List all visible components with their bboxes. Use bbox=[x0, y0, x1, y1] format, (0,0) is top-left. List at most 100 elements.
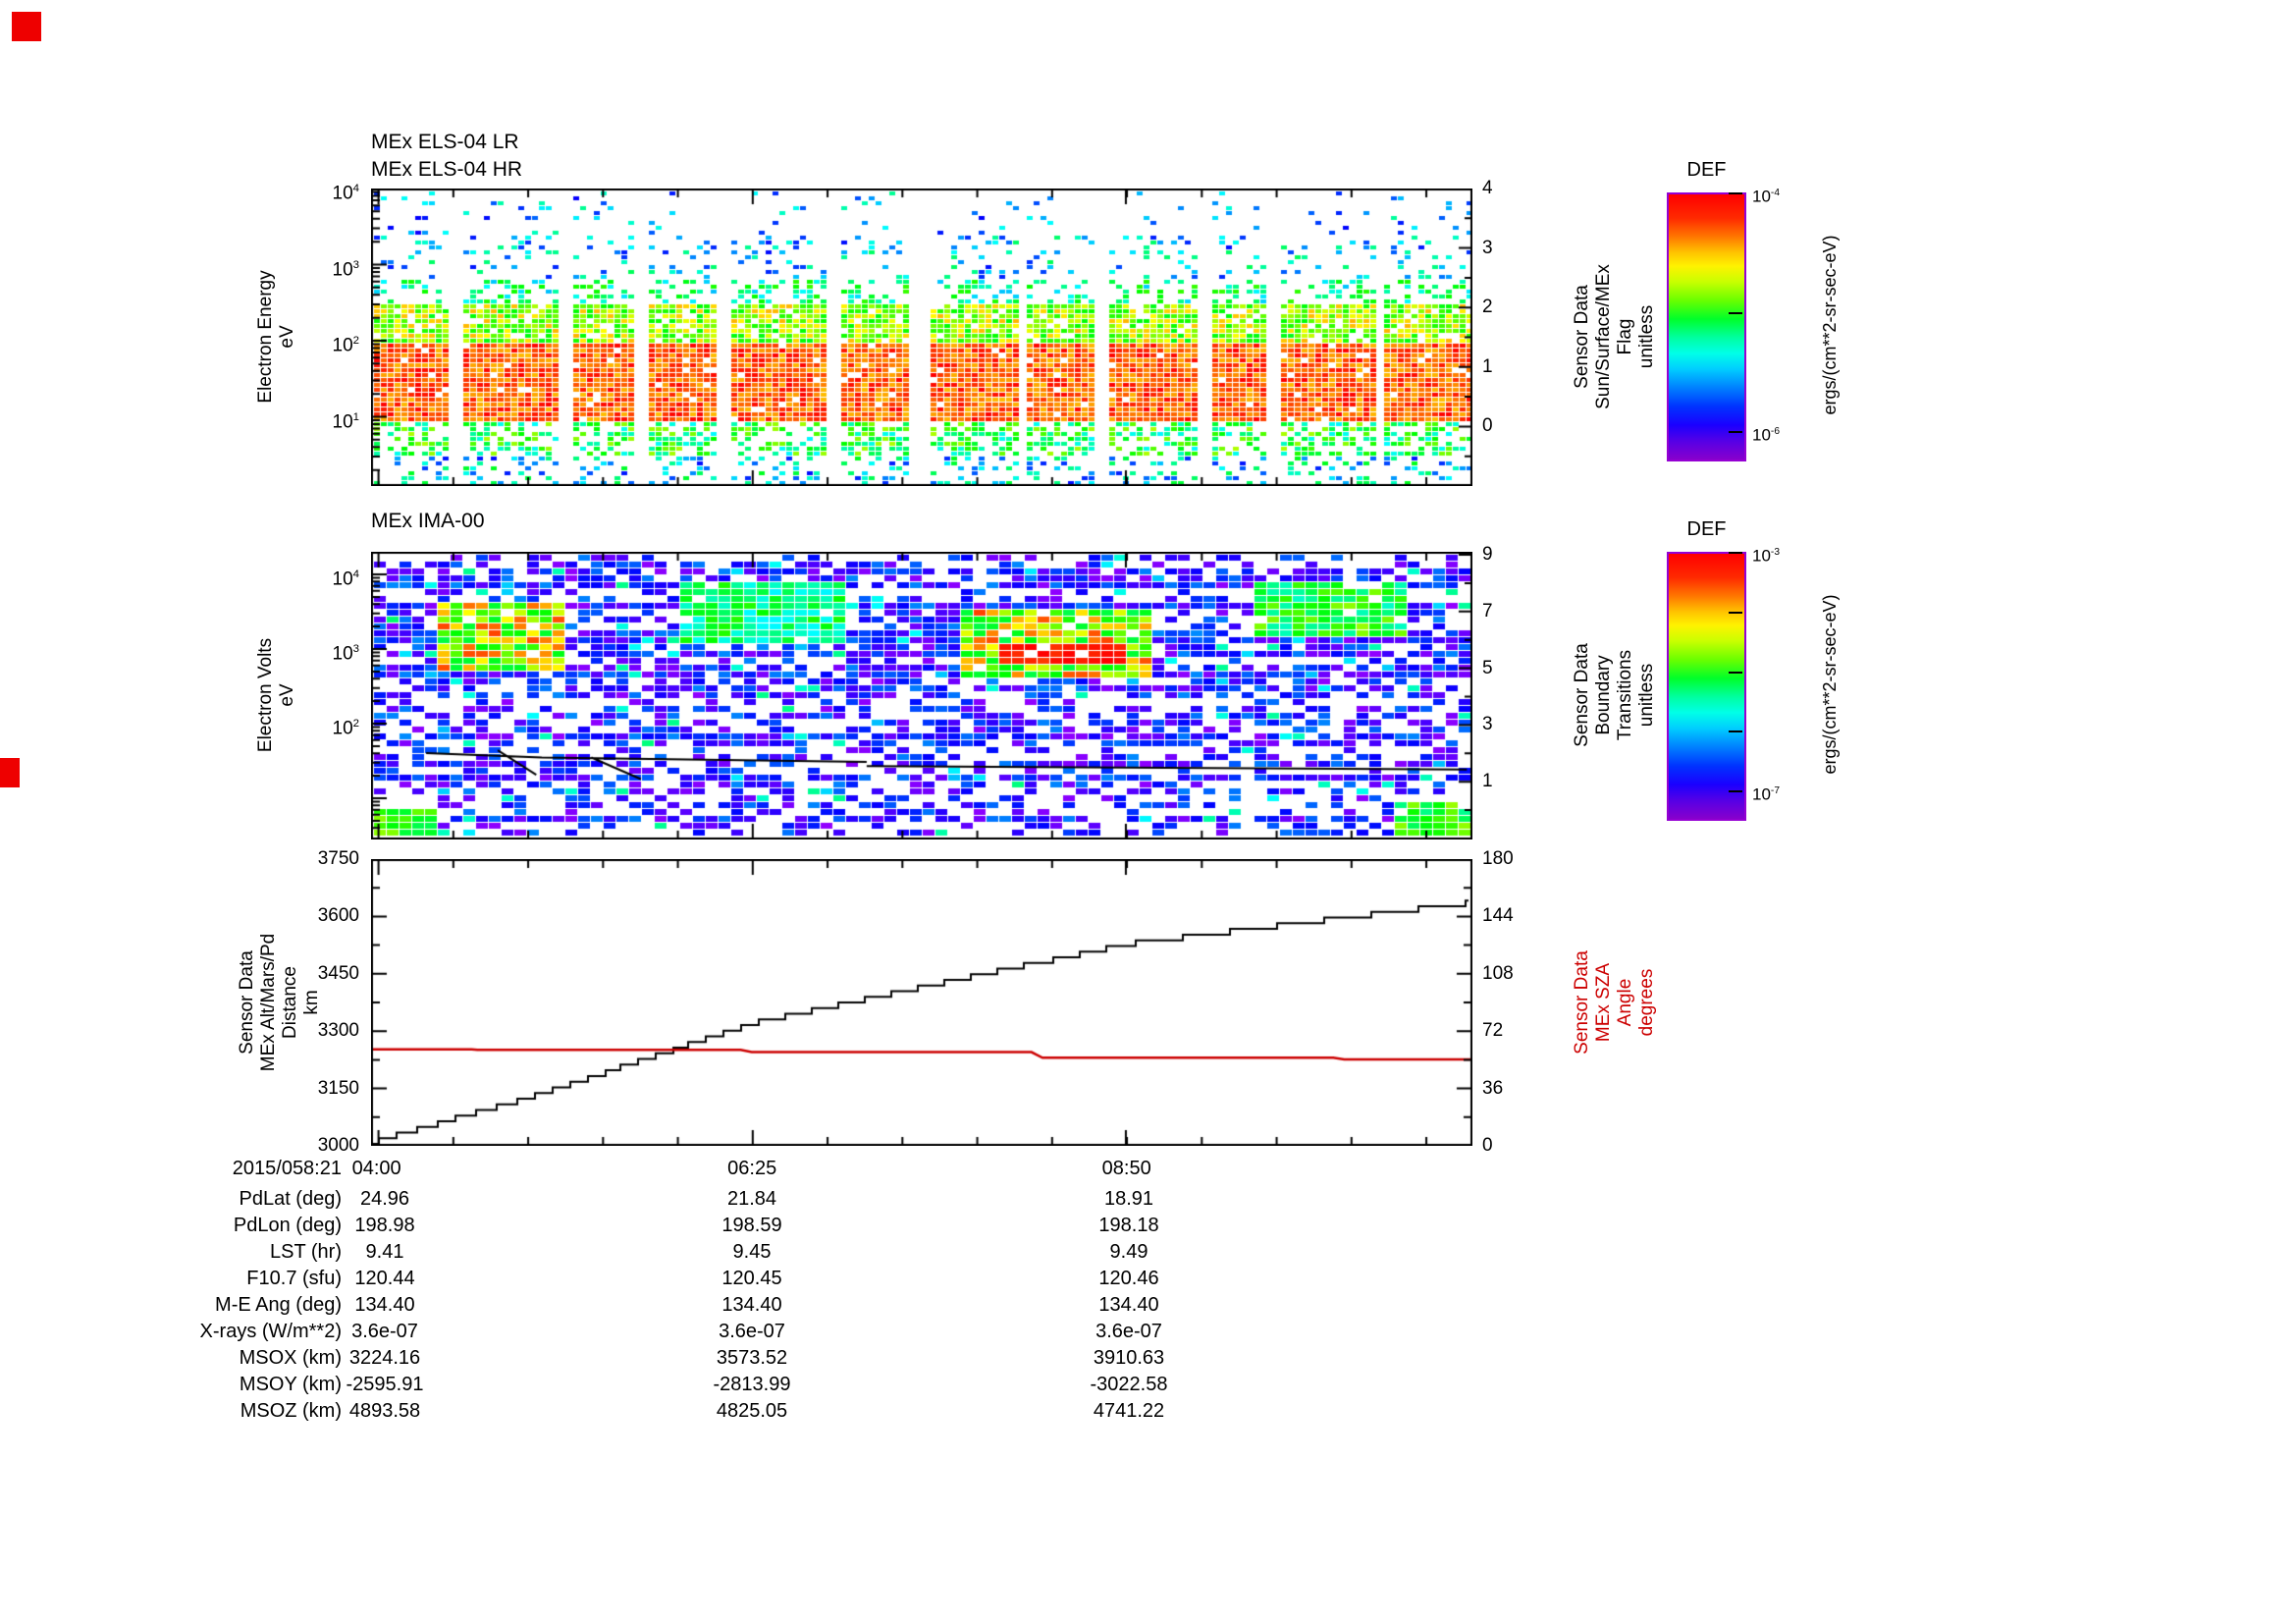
table-value: 9.45 bbox=[732, 1241, 772, 1263]
els-ytick-label: 102 bbox=[332, 335, 359, 356]
table-value: 9.49 bbox=[1109, 1241, 1148, 1263]
ima-spectrogram bbox=[371, 552, 1472, 839]
table-value: 4825.05 bbox=[716, 1400, 788, 1422]
red-marker-icon bbox=[0, 758, 20, 787]
els-flag-tick-label: 3 bbox=[1482, 237, 1493, 258]
ima-right-tick-label: 3 bbox=[1482, 714, 1493, 735]
table-value: 3224.16 bbox=[348, 1347, 421, 1369]
table-value: 198.98 bbox=[354, 1215, 415, 1236]
colorbar-tick bbox=[1729, 790, 1742, 792]
table-row-label: PdLat (deg) bbox=[239, 1188, 342, 1210]
colorbar-els bbox=[1667, 192, 1746, 461]
colorbar-scale-label: 10-4 bbox=[1752, 187, 1780, 206]
colorbar-ima-units-text: ergs/(cm**2-sr-sec-eV) bbox=[1820, 594, 1840, 775]
alt-right-tick-label: 72 bbox=[1482, 1020, 1504, 1042]
els-title-lr: MEx ELS-04 LR bbox=[371, 131, 519, 153]
alt-right-tick-label: 144 bbox=[1482, 905, 1514, 927]
els-flag-tick-label: 1 bbox=[1482, 355, 1493, 377]
alt-ytick-label: 3300 bbox=[317, 1020, 359, 1042]
alt-right-tick-label: 180 bbox=[1482, 848, 1514, 869]
table-value: 3.6e-07 bbox=[351, 1321, 418, 1342]
table-row-label: PdLon (deg) bbox=[233, 1215, 342, 1236]
colorbar-scale-label: 10-3 bbox=[1752, 546, 1780, 566]
els-spectrogram bbox=[371, 189, 1472, 486]
alt-right-label-text: Sensor Data MEx SZA Angle degrees bbox=[1572, 950, 1657, 1055]
colorbar-tick bbox=[1729, 552, 1742, 554]
els-ytick-label: 103 bbox=[332, 258, 359, 280]
ima-right-tick-label: 5 bbox=[1482, 657, 1493, 678]
altitude-sza-plot bbox=[371, 859, 1472, 1146]
alt-right-tick-label: 0 bbox=[1482, 1135, 1493, 1156]
alt-ytick-label: 3600 bbox=[317, 905, 359, 927]
table-row-label: LST (hr) bbox=[270, 1241, 342, 1263]
ima-title: MEx IMA-00 bbox=[371, 510, 485, 532]
ima-right-tick-label: 7 bbox=[1482, 600, 1493, 622]
alt-right-tick-label: 36 bbox=[1482, 1077, 1504, 1099]
x-tick-label: 06:25 bbox=[727, 1158, 777, 1179]
ima-right-label-text: Sensor Data Boundary Transitions unitles… bbox=[1572, 643, 1657, 747]
table-value: 134.40 bbox=[354, 1294, 415, 1316]
alt-left-label-text: Sensor Data MEx Alt/Mars/Pd Distance km bbox=[237, 933, 322, 1072]
table-value: 198.59 bbox=[721, 1215, 782, 1236]
table-value: -2595.91 bbox=[346, 1374, 424, 1395]
alt-ytick-label: 3750 bbox=[317, 848, 359, 869]
colorbar-els-units-text: ergs/(cm**2-sr-sec-eV) bbox=[1820, 235, 1840, 415]
table-value: 120.44 bbox=[354, 1268, 415, 1289]
ima-right-tick-label: 1 bbox=[1482, 771, 1493, 792]
els-ytick-label: 104 bbox=[332, 183, 359, 204]
alt-right-tick-label: 108 bbox=[1482, 962, 1514, 984]
alt-ytick-label: 3450 bbox=[317, 962, 359, 984]
colorbar-tick bbox=[1729, 730, 1742, 733]
colorbar-tick bbox=[1729, 671, 1742, 674]
table-value: 198.18 bbox=[1098, 1215, 1159, 1236]
colorbar-scale-label: 10-6 bbox=[1752, 425, 1780, 445]
els-flag-tick-label: 0 bbox=[1482, 415, 1493, 437]
colorbar-els-title: DEF bbox=[1686, 159, 1727, 181]
table-value: 4893.58 bbox=[348, 1400, 421, 1422]
alt-ytick-label: 3000 bbox=[317, 1135, 359, 1156]
alt-ytick-label: 3150 bbox=[317, 1077, 359, 1099]
ima-ytick-label: 102 bbox=[332, 718, 359, 739]
colorbar-tick bbox=[1729, 192, 1742, 194]
date-label: 2015/058:21 bbox=[232, 1158, 342, 1179]
colorbar-ima-title: DEF bbox=[1686, 518, 1727, 540]
table-value: 18.91 bbox=[1103, 1188, 1154, 1210]
table-row-label: F10.7 (sfu) bbox=[246, 1268, 342, 1289]
table-row-label: MSOX (km) bbox=[239, 1347, 342, 1369]
table-value: -2813.99 bbox=[713, 1374, 791, 1395]
table-value: 120.45 bbox=[721, 1268, 782, 1289]
els-right-label-text: Sensor Data Sun/Surface/MEx Flag unitles… bbox=[1572, 264, 1657, 409]
ima-ytick-label: 103 bbox=[332, 643, 359, 665]
els-title-hr: MEx ELS-04 HR bbox=[371, 158, 523, 181]
table-row-label: MSOZ (km) bbox=[240, 1400, 342, 1422]
table-row-label: M-E Ang (deg) bbox=[215, 1294, 342, 1316]
colorbar-tick bbox=[1729, 611, 1742, 614]
table-value: 3910.63 bbox=[1093, 1347, 1165, 1369]
colorbar-tick bbox=[1729, 311, 1742, 314]
table-value: 134.40 bbox=[1098, 1294, 1159, 1316]
table-row-label: MSOY (km) bbox=[239, 1374, 342, 1395]
table-value: 24.96 bbox=[359, 1188, 410, 1210]
table-value: 3573.52 bbox=[716, 1347, 788, 1369]
table-value: 3.6e-07 bbox=[1095, 1321, 1162, 1342]
colorbar-tick bbox=[1729, 431, 1742, 433]
ima-right-tick-label: 9 bbox=[1482, 544, 1493, 565]
els-flag-tick-label: 4 bbox=[1482, 178, 1493, 198]
ima-ytick-label: 104 bbox=[332, 568, 359, 590]
els-flag-tick-label: 2 bbox=[1482, 297, 1493, 318]
colorbar-scale-label: 10-7 bbox=[1752, 784, 1780, 804]
table-value: 21.84 bbox=[726, 1188, 777, 1210]
table-value: -3022.58 bbox=[1090, 1374, 1168, 1395]
x-tick-label: 04:00 bbox=[351, 1158, 401, 1179]
table-row-label: X-rays (W/m**2) bbox=[199, 1321, 342, 1342]
els-ytick-label: 101 bbox=[332, 410, 359, 432]
red-marker-icon bbox=[12, 12, 41, 41]
table-value: 4741.22 bbox=[1093, 1400, 1165, 1422]
colorbar-ima bbox=[1667, 552, 1746, 821]
table-value: 134.40 bbox=[721, 1294, 782, 1316]
table-value: 9.41 bbox=[365, 1241, 404, 1263]
table-value: 120.46 bbox=[1098, 1268, 1159, 1289]
x-tick-label: 08:50 bbox=[1101, 1158, 1151, 1179]
table-value: 3.6e-07 bbox=[719, 1321, 785, 1342]
